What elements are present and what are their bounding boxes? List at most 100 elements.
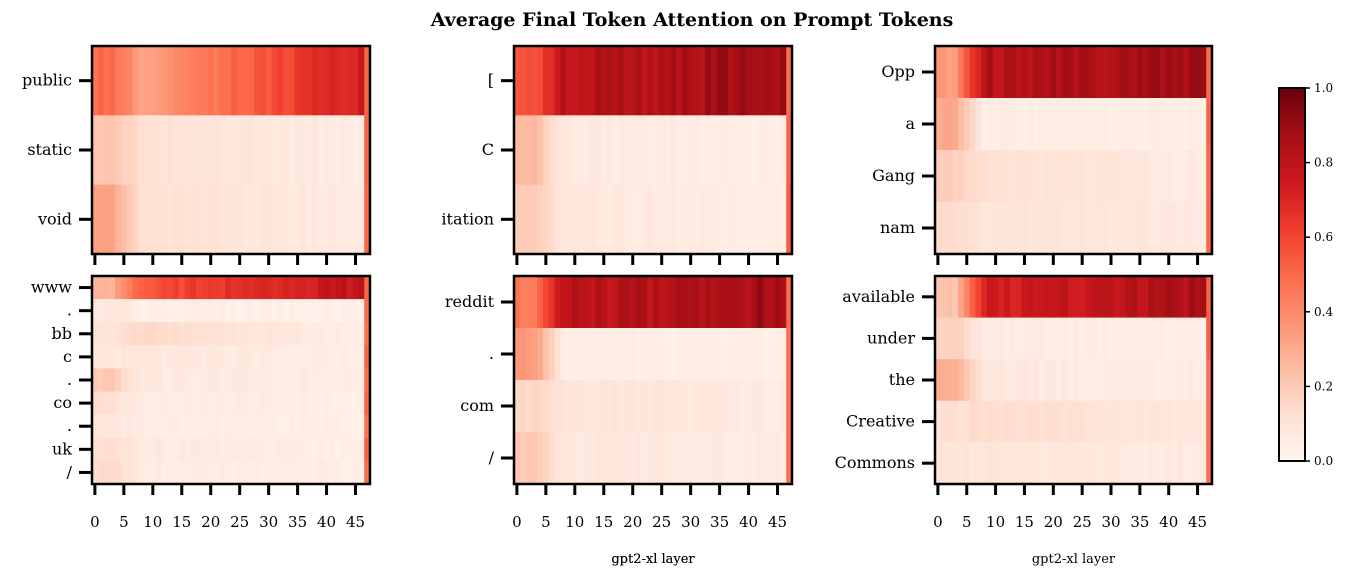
heatmap-cell (975, 359, 982, 402)
heatmap-cell (583, 380, 590, 433)
x-tick-label: 30 (259, 513, 278, 531)
heatmap-cell (242, 391, 249, 416)
heatmap-cell (1148, 276, 1155, 319)
heatmap-cell (126, 368, 134, 393)
heatmap-cell (173, 276, 180, 300)
figure-title: Average Final Token Attention on Prompt … (430, 9, 954, 31)
heatmap-cell (716, 46, 724, 116)
heatmap-cell (358, 46, 365, 116)
panel-frame (512, 44, 794, 256)
heatmap-cell (1085, 98, 1092, 151)
heatmap-cell (1061, 202, 1069, 255)
heatmap-cell (768, 276, 776, 329)
heatmap-cell (676, 276, 683, 329)
heatmap-cell (231, 46, 238, 116)
heatmap-cell (716, 115, 724, 186)
heatmap-cell (981, 46, 988, 99)
heatmap-cell (624, 328, 631, 381)
heatmap-cell (213, 276, 221, 300)
heatmap-cell (1067, 359, 1075, 402)
heatmap-cell (225, 299, 232, 323)
panel-frame (512, 274, 794, 486)
heatmap-cell (595, 46, 602, 116)
heatmap-cell (283, 437, 290, 462)
heatmap-cell (537, 184, 544, 255)
heatmap-cell (687, 115, 695, 186)
heatmap-cell (531, 46, 538, 116)
heatmap-cell (641, 380, 648, 433)
heatmap-cell (126, 414, 134, 439)
heatmap-cell (940, 276, 948, 319)
heatmap-cell (1004, 400, 1011, 443)
heatmap-cell (196, 368, 203, 393)
heatmap-cell (975, 150, 982, 203)
heatmap-cell (1090, 150, 1098, 203)
heatmap-cell (986, 317, 994, 360)
heatmap-cell (173, 437, 180, 462)
heatmap-cell (364, 391, 371, 416)
heatmap-cell (1165, 98, 1173, 151)
heatmap-cell (1056, 150, 1063, 203)
heatmap-cell (763, 115, 770, 186)
heatmap-cell (312, 299, 319, 323)
heatmap-cell (946, 400, 953, 443)
heatmap-cell (259, 437, 267, 462)
heatmap-cell (317, 115, 325, 186)
heatmap-cell (196, 276, 203, 300)
heatmap-cell (144, 299, 151, 323)
heatmap-cell (1010, 46, 1017, 99)
heatmap-cell (317, 276, 325, 300)
heatmap-cell (986, 442, 994, 485)
heatmap-cell (560, 328, 567, 381)
heatmap-cell (1188, 202, 1196, 255)
heatmap-cell (219, 184, 226, 255)
heatmap-cell (537, 380, 544, 433)
heatmap-cell (219, 414, 226, 439)
heatmap-cell (190, 322, 197, 346)
heatmap-cell (566, 380, 573, 433)
heatmap-cell (202, 46, 209, 116)
heatmap-cell (757, 115, 764, 186)
heatmap-cell (1183, 359, 1190, 402)
heatmap-cell (774, 328, 782, 381)
heatmap-cell (144, 322, 151, 346)
heatmap-cell (1067, 202, 1075, 255)
heatmap-cell (687, 328, 695, 381)
heatmap-cell (589, 380, 596, 433)
heatmap-cell (757, 380, 764, 433)
heatmap-cell (155, 322, 163, 346)
heatmap-cell (1021, 46, 1028, 99)
heatmap-cell (306, 414, 313, 439)
heatmap-cell (963, 400, 971, 443)
heatmap-cell (1108, 202, 1115, 255)
heatmap-cell (676, 380, 683, 433)
heatmap-cell (317, 437, 325, 462)
heatmap-cell (1136, 98, 1144, 151)
heatmap-cell (1148, 442, 1155, 485)
y-tick-label: nam (880, 218, 915, 237)
x-tick-label: 40 (1159, 513, 1178, 531)
heatmap-cell (184, 368, 192, 393)
heatmap-cell (265, 184, 273, 255)
heatmap-cell (1061, 317, 1069, 360)
heatmap-cell (1148, 202, 1155, 255)
heatmap-cell (207, 46, 215, 116)
heatmap-cell (144, 391, 151, 416)
heatmap-cell (219, 437, 226, 462)
heatmap-cell (271, 345, 278, 370)
heatmap-cell (658, 328, 666, 381)
heatmap-cells (514, 276, 793, 485)
heatmap-cell (705, 184, 712, 255)
heatmap-cell (1033, 98, 1040, 151)
heatmap-cell (288, 322, 296, 346)
heatmap-cell (155, 414, 163, 439)
heatmap-cell (248, 322, 255, 346)
heatmap-cell (699, 276, 706, 329)
heatmap-cell (693, 328, 700, 381)
heatmap-cell (329, 414, 336, 439)
heatmap-cell (1073, 202, 1080, 255)
heatmap-cell (986, 150, 994, 203)
y-tick-label: bb (52, 324, 72, 343)
heatmap-cell (1183, 46, 1190, 99)
heatmap-cell (358, 391, 365, 416)
